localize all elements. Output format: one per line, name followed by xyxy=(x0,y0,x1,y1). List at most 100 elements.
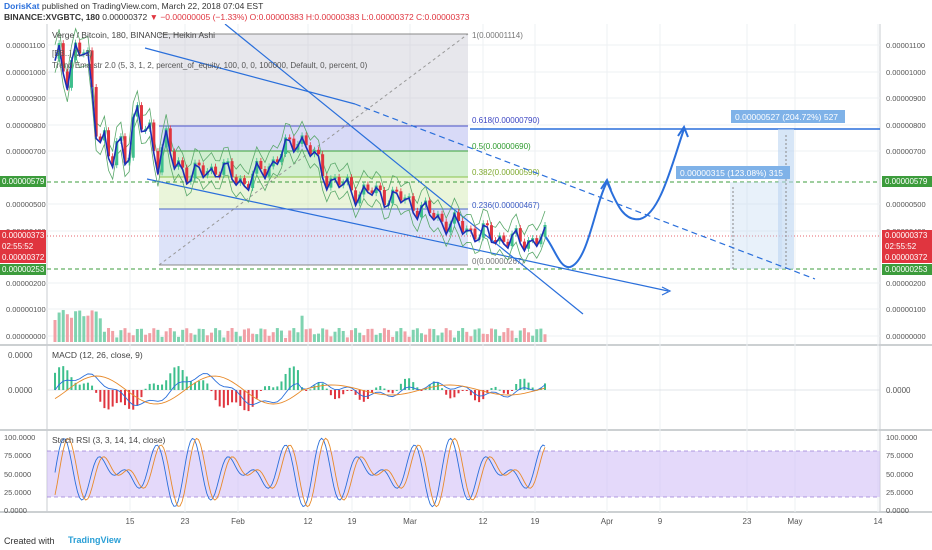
badge-lower-level xyxy=(882,264,932,275)
candle-body xyxy=(354,190,358,204)
macd-bar xyxy=(280,381,283,390)
candle-body xyxy=(82,52,86,55)
ohlc-values: O:0.00000383 H:0.00000383 L:0.00000372 C… xyxy=(249,12,470,22)
macd-bar xyxy=(490,388,493,390)
candle-body xyxy=(267,166,271,177)
volume-bar xyxy=(448,330,452,342)
macd-bar xyxy=(235,390,238,403)
time-axis-label: 23 xyxy=(181,517,190,526)
macd-bar xyxy=(420,390,423,391)
macd-bar xyxy=(222,390,225,408)
trend-lines[interactable] xyxy=(144,24,816,315)
volume-bar xyxy=(131,335,135,342)
trend-line-upper-dashed xyxy=(354,103,816,280)
time-axis[interactable]: 15 23 Feb 12 19 Mar 12 19 Apr 9 23 May 14 xyxy=(126,517,883,526)
macd-bar xyxy=(173,367,176,390)
volume-bar xyxy=(127,332,131,342)
volume-bar xyxy=(74,311,78,342)
volume-bar xyxy=(424,334,428,342)
macd-bar xyxy=(375,387,378,390)
macd-bar xyxy=(255,390,258,399)
volume-bar xyxy=(539,328,543,342)
volume-bar xyxy=(506,328,510,342)
macd-bar xyxy=(350,390,353,391)
volume-bar xyxy=(168,328,172,342)
volume-bar xyxy=(230,328,234,342)
volume-bar xyxy=(177,336,181,342)
time-axis-label: 12 xyxy=(479,517,488,526)
volume-bar xyxy=(452,337,456,342)
chart-canvas[interactable]: 1(0.00001114) 0.618(0.00000790) 0.5(0.00… xyxy=(0,24,932,534)
candle-body xyxy=(156,151,160,173)
candle-body xyxy=(370,190,374,194)
author-name[interactable]: DorisKat xyxy=(4,1,40,11)
price-change: ▼ −0.00000005 (−1.33%) xyxy=(149,12,248,22)
candle-body xyxy=(452,212,456,224)
candle-body xyxy=(172,151,176,167)
candle-body xyxy=(473,228,477,240)
badge-current xyxy=(882,230,932,241)
fib-label-618: 0.618(0.00000790) xyxy=(472,116,540,125)
chart-background xyxy=(0,24,932,534)
fib-label-5: 0.5(0.00000690) xyxy=(472,142,531,151)
stoch-d-line xyxy=(54,437,546,508)
candle-body xyxy=(222,161,226,175)
volume-bar xyxy=(263,329,267,342)
volume-bar xyxy=(57,312,61,342)
volume-bar xyxy=(485,334,489,342)
volume-bar xyxy=(201,329,205,342)
macd-bar xyxy=(527,382,530,390)
macd-title: MACD (12, 26, close, 9) xyxy=(52,350,143,360)
macd-bar xyxy=(387,390,390,393)
volume-bar xyxy=(193,334,197,342)
volume-bar xyxy=(144,334,148,342)
volume-bar xyxy=(349,330,353,342)
macd-bar xyxy=(519,379,522,390)
stoch-title: Stoch RSI (3, 3, 14, 14, close) xyxy=(52,435,166,445)
candle-body xyxy=(481,223,485,238)
annotation-box-2 xyxy=(731,110,845,123)
candle-body xyxy=(502,235,506,242)
price-label-left: 0.00000500 xyxy=(6,200,46,209)
projection-box-1[interactable] xyxy=(730,182,782,269)
stoch-axis-labels: 100.0000 100.0000 75.0000 75.0000 50.0000 50.… xyxy=(4,433,917,515)
annotation-box-1 xyxy=(676,166,790,179)
candle-body xyxy=(152,122,156,152)
bollinger-lower xyxy=(54,55,546,264)
volume-bar xyxy=(139,328,143,342)
candle-body xyxy=(115,140,119,166)
price-label-left: 0.00000700 xyxy=(6,147,46,156)
volume-bar xyxy=(345,337,349,342)
volume-bar xyxy=(395,331,399,342)
indicator-legend-bb: [BB..] (2, 2) xyxy=(52,49,93,58)
macd-bar xyxy=(408,378,411,390)
macd-bar xyxy=(506,390,509,395)
macd-bar xyxy=(424,388,427,390)
macd-panel[interactable]: MACD (12, 26, close, 9) 0.0000 0.0000 0.… xyxy=(8,350,911,412)
fib-zone-5 xyxy=(159,151,468,177)
volume-bar xyxy=(457,330,461,342)
volume-bar xyxy=(160,336,164,342)
volume-bar xyxy=(522,328,526,342)
price-series[interactable] xyxy=(54,27,547,264)
volume-bar xyxy=(399,328,403,342)
candle-body xyxy=(61,43,65,72)
macd-bar xyxy=(111,390,114,407)
time-axis-label: 19 xyxy=(531,517,540,526)
badge-current-text: 0.00000373 xyxy=(885,231,928,240)
volume-bar xyxy=(222,337,226,342)
candle-body xyxy=(65,71,69,88)
candle-body xyxy=(74,42,78,61)
candle-body xyxy=(226,161,230,164)
left-badge-current-text: 0.00000373 xyxy=(2,231,45,240)
projection-arrow-head-1 xyxy=(600,177,612,191)
stoch-rsi-panel[interactable]: Stoch RSI (3, 3, 14, 14, close) 100.0000… xyxy=(4,433,917,515)
fib-label-382: 0.382(0.00000590) xyxy=(472,168,540,177)
volume-bar xyxy=(469,336,473,342)
volume-bar xyxy=(370,328,374,342)
candle-body xyxy=(432,212,436,218)
tradingview-logo[interactable]: TradingView xyxy=(68,535,121,545)
left-badge-lower-level-text: 0.00000253 xyxy=(2,265,45,274)
left-badge-countdown xyxy=(0,241,46,252)
volume-bar xyxy=(172,331,176,342)
